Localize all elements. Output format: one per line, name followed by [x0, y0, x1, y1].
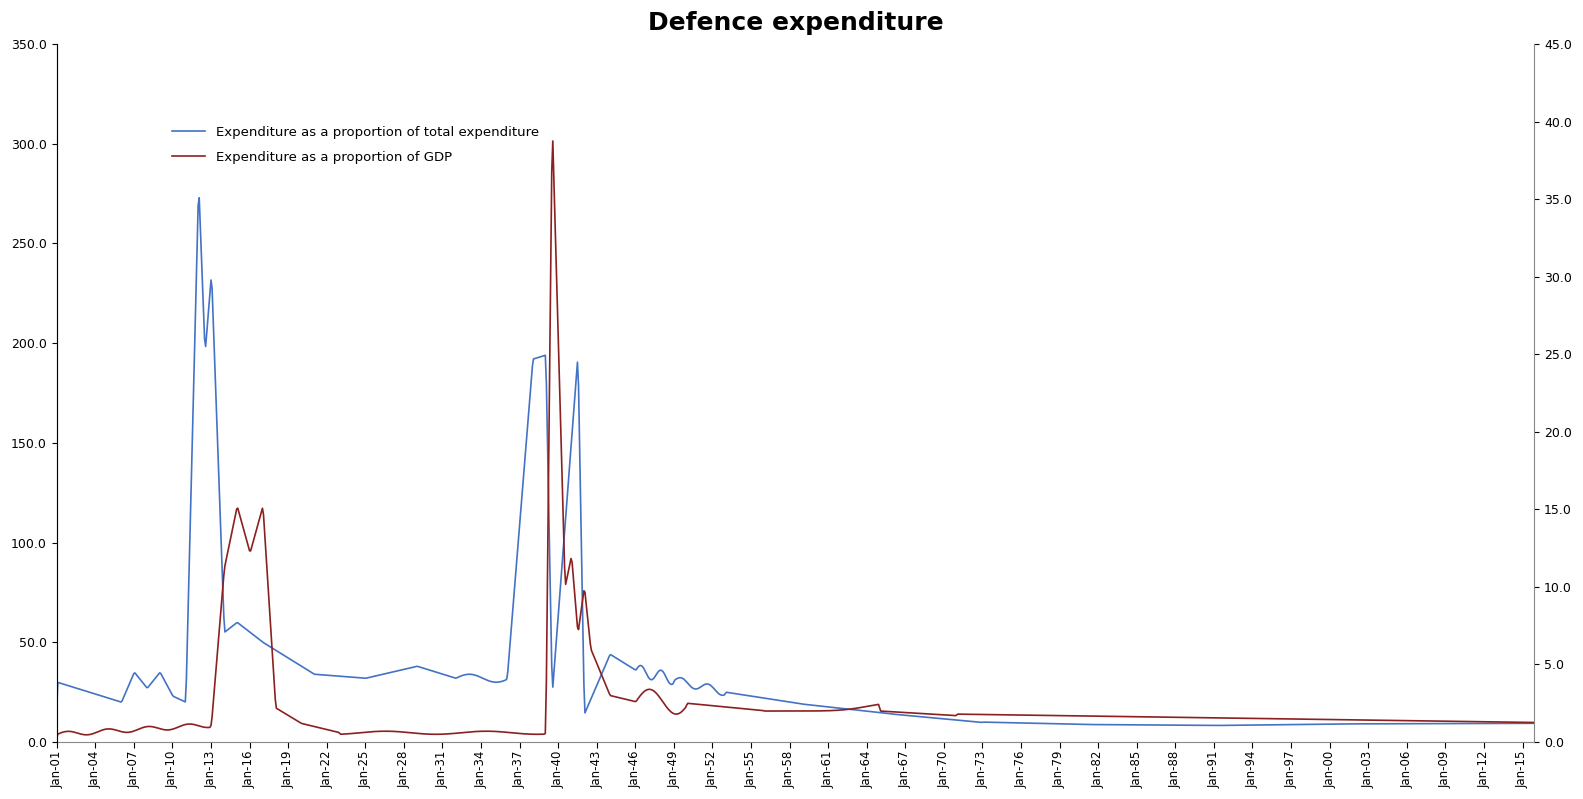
- Legend: Expenditure as a proportion of total expenditure, Expenditure as a proportion of: Expenditure as a proportion of total exp…: [166, 121, 545, 169]
- Expenditure as a proportion of total expenditure: [426, 667, 445, 677]
- Expenditure as a proportion of total expenditure: [47, 707, 66, 717]
- Title: Defence expenditure: Defence expenditure: [647, 11, 943, 35]
- Expenditure as a proportion of GDP: [47, 733, 66, 743]
- Expenditure as a proportion of total expenditure: [1205, 721, 1224, 730]
- Line: Expenditure as a proportion of total expenditure: Expenditure as a proportion of total exp…: [57, 197, 1534, 725]
- Expenditure as a proportion of GDP: [1488, 718, 1507, 727]
- Expenditure as a proportion of total expenditure: [1331, 719, 1350, 729]
- Expenditure as a proportion of total expenditure: [1524, 718, 1543, 728]
- Expenditure as a proportion of total expenditure: [214, 582, 233, 592]
- Expenditure as a proportion of GDP: [1524, 718, 1543, 727]
- Line: Expenditure as a proportion of GDP: Expenditure as a proportion of GDP: [57, 141, 1534, 738]
- Expenditure as a proportion of GDP: [1346, 715, 1365, 725]
- Expenditure as a proportion of GDP: [212, 596, 231, 606]
- Expenditure as a proportion of total expenditure: [1488, 718, 1507, 728]
- Expenditure as a proportion of total expenditure: [190, 193, 209, 202]
- Expenditure as a proportion of GDP: [543, 136, 562, 145]
- Expenditure as a proportion of total expenditure: [1080, 720, 1099, 729]
- Expenditure as a proportion of GDP: [1330, 715, 1349, 725]
- Expenditure as a proportion of GDP: [1080, 711, 1099, 721]
- Expenditure as a proportion of total expenditure: [1346, 719, 1365, 729]
- Expenditure as a proportion of GDP: [426, 729, 445, 739]
